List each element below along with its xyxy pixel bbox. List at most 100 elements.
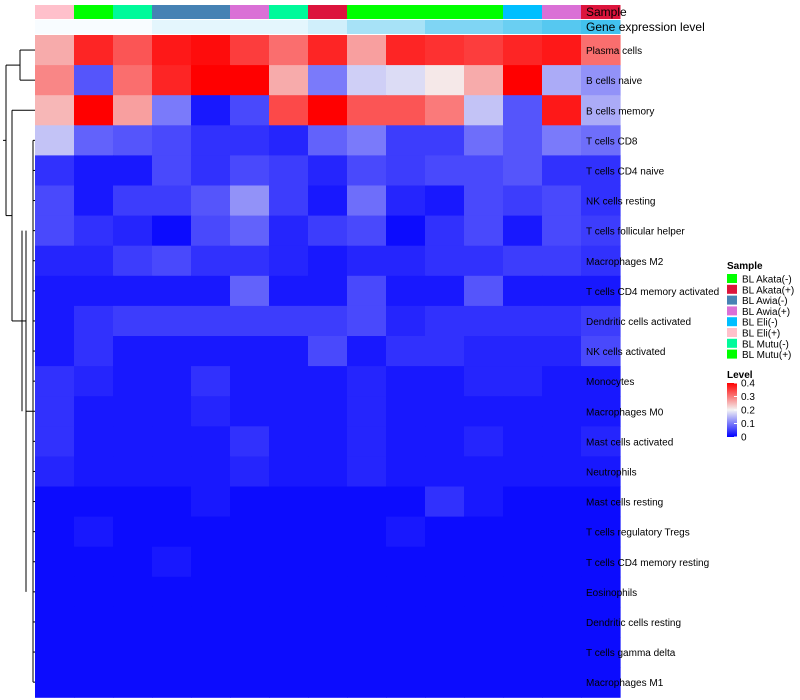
heatmap-cell (152, 65, 192, 96)
heatmap-cell (308, 576, 348, 608)
heatmap-cell (581, 245, 621, 277)
heatmap-cell (464, 366, 504, 397)
heatmap-cell (542, 245, 582, 277)
heatmap-cell (152, 667, 192, 698)
heatmap-cell (347, 396, 387, 427)
heatmap-cell (347, 65, 387, 96)
heatmap-cell (308, 546, 348, 578)
heatmap-cell (464, 637, 504, 668)
heatmap-cell (230, 637, 270, 668)
heatmap-cell (425, 546, 465, 578)
heatmap-cell (191, 486, 231, 518)
heatmap-cell (308, 486, 348, 518)
heatmap-cell (191, 245, 231, 277)
heatmap-cell (347, 667, 387, 698)
heatmap-cell (581, 667, 621, 698)
row-label: NK cells activated (586, 347, 665, 358)
heatmap-cell (425, 65, 465, 96)
heatmap-cell (503, 576, 543, 608)
heatmap-cell (191, 185, 231, 217)
heatmap-cell (113, 456, 153, 488)
sample-legend-entries: BL Akata(-)BL Akata(+)BL Awia(-)BL Awia(… (727, 274, 794, 361)
heatmap-cell (542, 396, 582, 427)
heatmap-cell (308, 35, 348, 66)
legend: Sample BL Akata(-)BL Akata(+)BL Awia(-)B… (727, 261, 794, 444)
row-label: B cells memory (586, 106, 654, 117)
heatmap-cell (308, 125, 348, 156)
heatmap-cell (308, 516, 348, 548)
expression-annotation-cell (581, 20, 621, 34)
row-label: Eosinophils (586, 588, 637, 599)
heatmap-cell (425, 576, 465, 608)
heatmap-cell (581, 275, 621, 307)
heatmap-cell (152, 637, 192, 668)
heatmap-cell (347, 185, 387, 217)
sample-annotation-cell (74, 5, 114, 19)
heatmap-cell (386, 637, 426, 668)
heatmap-cell (464, 486, 504, 518)
heatmap-cell (386, 125, 426, 156)
heatmap-cell (581, 185, 621, 217)
heatmap-cell (152, 185, 192, 217)
heatmap-cell (581, 125, 621, 156)
heatmap-cell (308, 215, 348, 247)
heatmap-cell (308, 667, 348, 698)
heatmap-cell (113, 576, 153, 608)
heatmap-cell (152, 546, 192, 578)
legend-swatch (727, 274, 737, 283)
heatmap-cell (230, 456, 270, 488)
heatmap-cell (542, 637, 582, 668)
heatmap-cell (113, 35, 153, 66)
heatmap-cell (308, 426, 348, 457)
row-label: Dendritic cells activated (586, 317, 691, 328)
heatmap-cell (503, 215, 543, 247)
heatmap-cell (269, 396, 309, 427)
heatmap-cell (503, 336, 543, 367)
row-label: Plasma cells (586, 46, 642, 57)
heatmap-cell (425, 305, 465, 337)
row-label: NK cells resting (586, 197, 655, 208)
heatmap-cell (425, 366, 465, 397)
heatmap-cell (152, 125, 192, 156)
heatmap-cell (113, 336, 153, 367)
heatmap-cell (542, 65, 582, 96)
legend-swatch (727, 306, 737, 316)
heatmap-cell (347, 516, 387, 548)
sample-annotation-cell (113, 5, 153, 19)
heatmap-cell (113, 125, 153, 156)
sample-annotation-cell (386, 5, 426, 19)
heatmap-cell (347, 125, 387, 156)
sample-annotation-cell (464, 5, 504, 19)
level-tick-label: 0.4 (741, 379, 755, 390)
row-label: Mast cells activated (586, 437, 673, 448)
heatmap-cell (503, 275, 543, 307)
heatmap-cell (386, 245, 426, 277)
heatmap-cell (152, 35, 192, 66)
level-legend-title: Level (727, 370, 753, 381)
heatmap-cell (230, 275, 270, 307)
heatmap-cell (35, 185, 75, 217)
legend-entry-label: BL Mutu(-) (742, 339, 789, 350)
heatmap-cell (230, 155, 270, 187)
level-legend-ticks: 0.4 0.3 0.2 0.1 0 (734, 379, 755, 444)
heatmap-cell (35, 245, 75, 277)
heatmap-cell (35, 336, 75, 367)
heatmap-cell (191, 275, 231, 307)
heatmap-cell (503, 366, 543, 397)
heatmap-cell (74, 456, 114, 488)
heatmap-cell (74, 215, 114, 247)
heatmap-cell (35, 215, 75, 247)
heatmap-cell (191, 576, 231, 608)
sample-annotation-cell (35, 5, 75, 19)
sample-annotation-cell (269, 5, 309, 19)
heatmap-cell (74, 486, 114, 518)
heatmap-cell (191, 336, 231, 367)
heatmap-cell (113, 606, 153, 638)
heatmap-cell (503, 185, 543, 217)
heatmap-cell (581, 606, 621, 638)
heatmap-cell (464, 95, 504, 126)
heatmap-cell (464, 185, 504, 217)
legend-swatch (727, 349, 737, 359)
heatmap-cell (74, 35, 114, 66)
heatmap-cell (386, 546, 426, 578)
